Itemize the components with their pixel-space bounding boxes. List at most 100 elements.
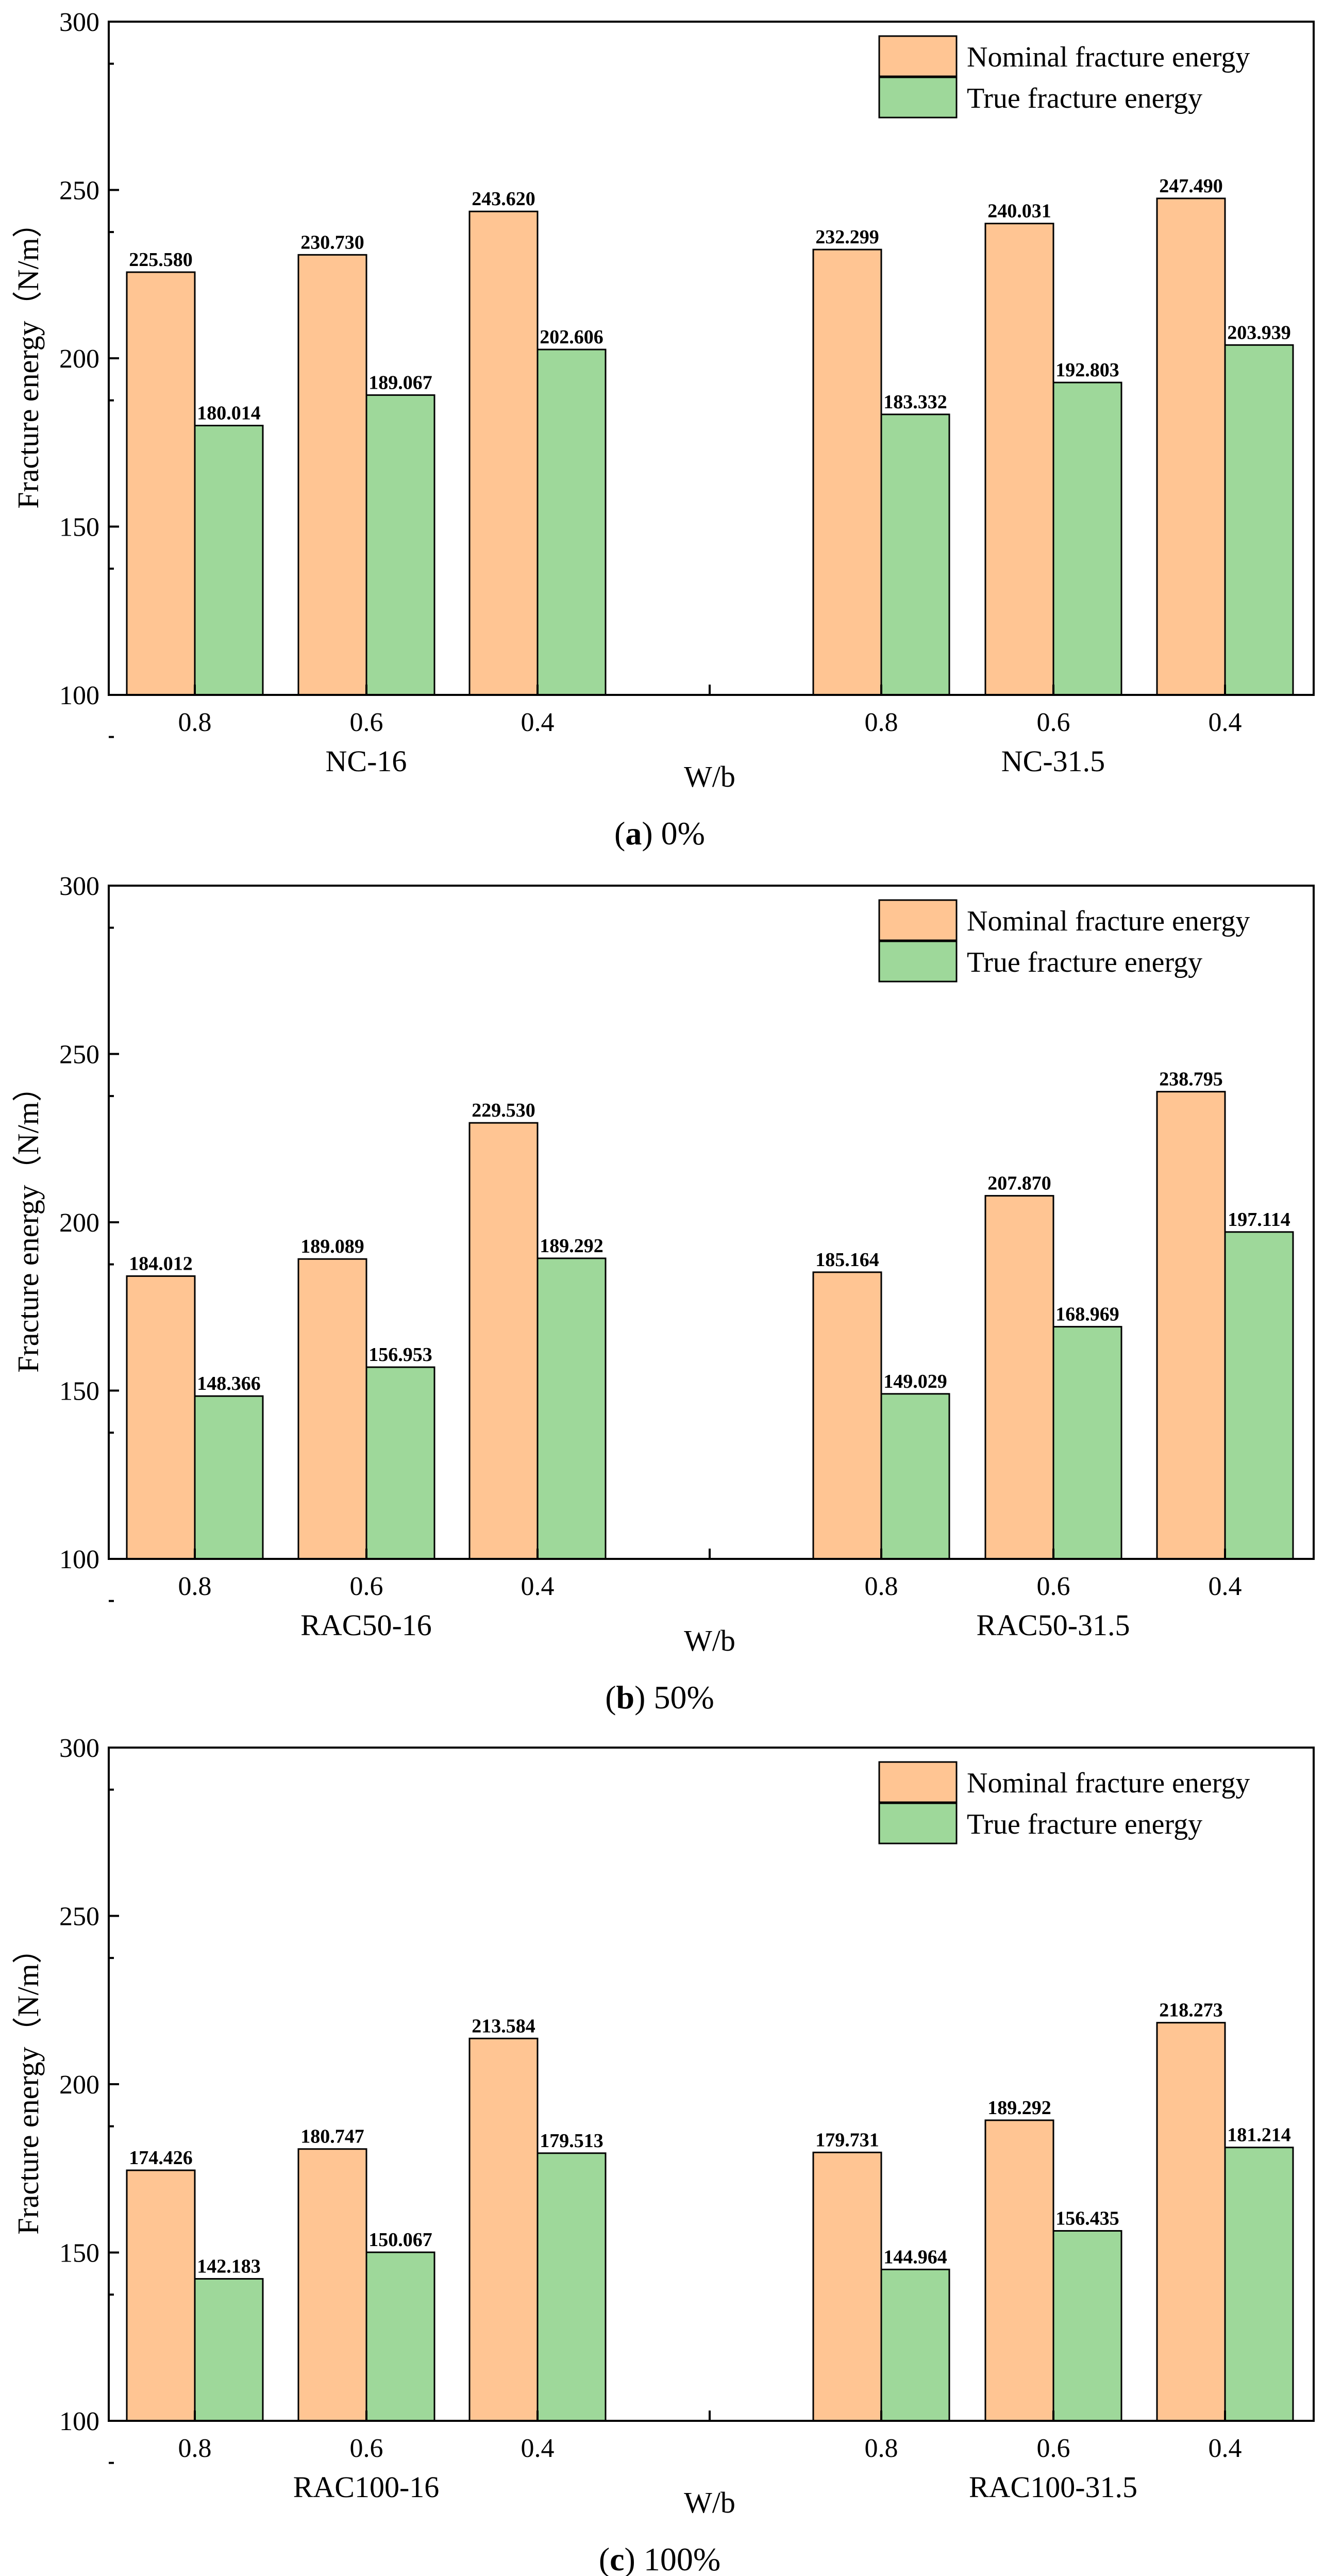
y-axis-title: Fracture energy（N/m）: [11, 1072, 45, 1373]
bar-nominal-0: [126, 271, 196, 696]
x-tick-label: 0.8: [178, 1572, 212, 1601]
y-tick-label: 300: [59, 1734, 99, 1763]
bar-true-0: [194, 425, 264, 696]
x-tick-label: 0.8: [178, 2434, 212, 2463]
bar-nominal-3: [812, 2151, 882, 2422]
value-label-nominal-5: 238.795: [1159, 1069, 1223, 1090]
caption-suffix: ) 0%: [642, 815, 705, 852]
value-label-nominal-0: 174.426: [129, 2147, 193, 2169]
bar-nominal-1: [297, 254, 367, 696]
caption-prefix: (: [599, 2541, 610, 2576]
bar-nominal-1: [297, 2148, 367, 2422]
value-label-nominal-2: 213.584: [472, 2015, 535, 2037]
value-label-nominal-3: 185.164: [815, 1249, 879, 1271]
value-label-nominal-1: 189.089: [300, 1236, 364, 1257]
bar-true-0: [194, 2278, 264, 2422]
legend-swatch-nominal: [878, 899, 958, 941]
value-label-true-4: 192.803: [1055, 359, 1119, 381]
panel-caption: (c) 100%: [599, 2541, 720, 2576]
x-tick-label: 0.6: [350, 1572, 383, 1601]
value-label-nominal-3: 179.731: [815, 2129, 879, 2151]
group-label-0: RAC50-16: [300, 1608, 432, 1642]
bar-nominal-5: [1156, 2022, 1226, 2422]
value-label-true-4: 168.969: [1055, 1304, 1119, 1325]
x-tick-label: 0.6: [1037, 1572, 1070, 1601]
x-tick-label: 0.6: [350, 2434, 383, 2463]
y-tick-label: 200: [59, 2070, 99, 2100]
x-tick-label: 0.4: [1209, 2434, 1242, 2463]
legend-swatch-true: [878, 76, 958, 119]
caption-suffix: ) 50%: [634, 1679, 714, 1716]
x-axis-title: W/b: [684, 2486, 735, 2519]
caption-letter: b: [616, 1679, 635, 1716]
value-label-true-3: 149.029: [883, 1371, 947, 1392]
y-tick-label: 150: [59, 513, 99, 542]
y-axis-title: Fracture energy（N/m）: [11, 1934, 45, 2235]
x-tick-label: 0.4: [521, 708, 555, 737]
bar-true-3: [880, 2268, 950, 2422]
value-label-nominal-5: 218.273: [1159, 2000, 1223, 2021]
value-label-true-2: 179.513: [540, 2130, 603, 2152]
group-label-1: RAC50-31.5: [976, 1608, 1130, 1642]
bar-nominal-5: [1156, 1091, 1226, 1560]
caption-letter: c: [610, 2541, 624, 2576]
x-tick-label: 0.6: [350, 708, 383, 737]
panel-c-100-percent: 174.426 180.747 213.584 179.731 189.292 218.2…: [11, 1734, 1315, 2576]
value-label-nominal-5: 247.490: [1159, 175, 1223, 197]
x-tick-label: 0.4: [521, 2434, 555, 2463]
bar-nominal-5: [1156, 197, 1226, 696]
bar-true-1: [365, 2251, 435, 2422]
bar-true-3: [880, 413, 950, 696]
caption-prefix: (: [614, 815, 625, 852]
legend-label-nominal: Nominal fracture energy: [967, 41, 1250, 73]
y-tick-label: 150: [59, 2239, 99, 2268]
value-label-true-5: 197.114: [1228, 1209, 1290, 1231]
panel-caption: (a) 0%: [614, 815, 705, 852]
y-tick-label: 200: [59, 344, 99, 374]
plot-frame: [108, 21, 1315, 696]
legend-swatch-true: [878, 940, 958, 983]
value-label-true-0: 180.014: [197, 403, 261, 424]
bar-true-5: [1224, 2147, 1294, 2422]
value-label-true-1: 150.067: [368, 2229, 432, 2251]
value-label-true-1: 189.067: [368, 372, 432, 393]
x-tick-label: 0.6: [1037, 708, 1070, 737]
value-label-true-2: 189.292: [540, 1235, 603, 1257]
value-label-nominal-0: 184.012: [129, 1253, 193, 1274]
y-tick-label: 300: [59, 8, 99, 37]
value-label-true-1: 156.953: [368, 1344, 432, 1366]
value-label-nominal-1: 180.747: [300, 2126, 364, 2148]
legend-label-true: True fracture energy: [967, 1808, 1202, 1840]
y-tick-label: 200: [59, 1208, 99, 1238]
bar-true-4: [1052, 381, 1122, 696]
group-label-0: RAC100-16: [293, 2470, 440, 2504]
x-tick-label: 0.4: [521, 1572, 555, 1601]
panel-a-0-percent: 225.580 230.730 243.620 232.299 240.031 247.4…: [11, 8, 1315, 852]
bar-true-5: [1224, 344, 1294, 696]
caption-letter: a: [625, 815, 642, 852]
y-tick-label: 250: [59, 1040, 99, 1070]
x-axis-title: W/b: [684, 760, 735, 793]
x-tick-label: 0.8: [178, 708, 212, 737]
caption-suffix: ) 100%: [625, 2541, 721, 2576]
y-tick-label: 100: [59, 1545, 99, 1574]
plot-frame: [108, 1747, 1315, 2422]
bar-true-5: [1224, 1231, 1294, 1560]
caption-prefix: (: [605, 1679, 616, 1716]
value-label-nominal-4: 240.031: [987, 201, 1051, 222]
bar-true-2: [536, 2152, 607, 2422]
bar-true-0: [194, 1395, 264, 1560]
value-label-true-3: 183.332: [883, 391, 947, 413]
value-label-true-5: 181.214: [1227, 2124, 1291, 2146]
x-tick-label: 0.6: [1037, 2434, 1070, 2463]
value-label-nominal-1: 230.730: [300, 231, 364, 253]
bar-true-2: [536, 348, 607, 696]
value-label-nominal-2: 229.530: [472, 1100, 535, 1121]
legend-label-true: True fracture energy: [967, 82, 1202, 114]
bar-nominal-4: [984, 223, 1054, 696]
bar-nominal-2: [468, 2037, 539, 2422]
bar-true-2: [536, 1257, 607, 1560]
bar-nominal-4: [984, 1195, 1054, 1560]
panel-caption: (b) 50%: [605, 1679, 714, 1716]
